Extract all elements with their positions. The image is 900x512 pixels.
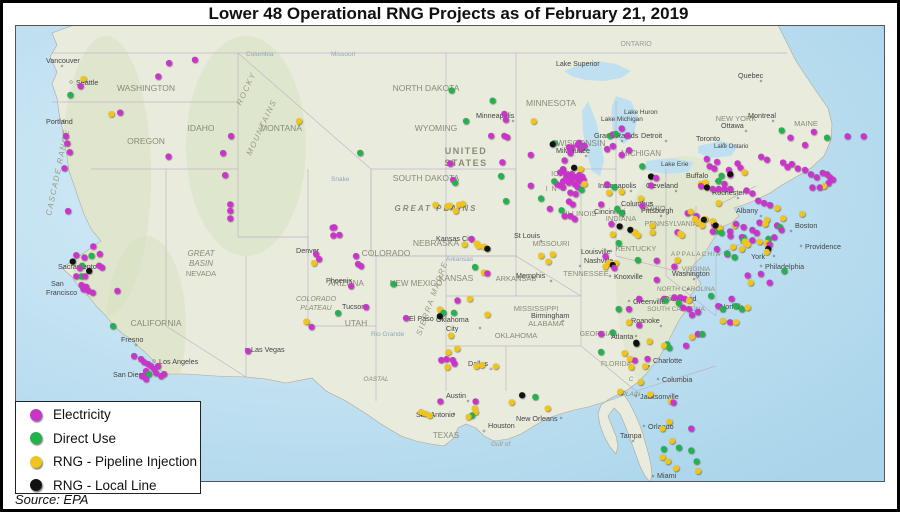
svg-text:COLORADO: COLORADO (296, 296, 337, 303)
svg-text:UNITED: UNITED (445, 146, 488, 156)
svg-text:St Louis: St Louis (514, 231, 540, 240)
svg-text:Knoxville: Knoxville (614, 272, 643, 281)
svg-text:NORTH CAROLINA: NORTH CAROLINA (657, 286, 716, 293)
svg-text:ONTARIO: ONTARIO (620, 41, 652, 48)
svg-text:MAINE: MAINE (794, 119, 818, 128)
svg-text:PLAIN: PLAIN (622, 391, 641, 398)
svg-text:Snake: Snake (331, 176, 350, 183)
svg-text:Toronto: Toronto (696, 134, 720, 143)
svg-text:Albany: Albany (736, 206, 758, 215)
svg-text:Memphis: Memphis (516, 271, 546, 280)
svg-text:OREGON: OREGON (127, 136, 165, 146)
svg-text:Vancouver: Vancouver (46, 56, 80, 65)
svg-text:Francisco: Francisco (46, 288, 77, 297)
svg-text:City: City (446, 324, 459, 333)
svg-text:UTAH: UTAH (345, 318, 368, 328)
svg-text:Ottawa: Ottawa (721, 121, 744, 130)
svg-text:Los Angeles: Los Angeles (159, 357, 199, 366)
svg-text:BASIN: BASIN (189, 259, 213, 268)
svg-text:Lake Ontario: Lake Ontario (714, 144, 749, 150)
svg-text:New Orleans: New Orleans (516, 414, 558, 423)
svg-text:Arkansas: Arkansas (446, 256, 474, 263)
svg-text:Lake Superior: Lake Superior (556, 61, 600, 68)
svg-text:GREAT: GREAT (188, 249, 216, 258)
svg-text:Fresno: Fresno (121, 335, 143, 344)
svg-text:El Paso: El Paso (409, 314, 434, 323)
svg-text:FLORIDA: FLORIDA (601, 361, 632, 368)
svg-text:Buffalo: Buffalo (686, 171, 708, 180)
svg-text:CALIFORNIA: CALIFORNIA (130, 318, 181, 328)
svg-text:Houston: Houston (488, 421, 515, 430)
svg-text:SOUTH DAKOTA: SOUTH DAKOTA (393, 173, 460, 183)
svg-text:APPALACHIA: APPALACHIA (671, 251, 721, 258)
svg-text:Gulf of: Gulf of (491, 441, 511, 448)
svg-text:Miami: Miami (657, 471, 677, 480)
svg-text:Providence: Providence (805, 242, 841, 251)
svg-text:IDAHO: IDAHO (188, 123, 215, 133)
svg-text:Detroit: Detroit (641, 131, 662, 140)
svg-text:TENNESSEE: TENNESSEE (563, 269, 608, 278)
svg-text:Tampa: Tampa (620, 431, 642, 440)
svg-text:MINNESOTA: MINNESOTA (526, 98, 576, 108)
svg-text:Indianapolis: Indianapolis (598, 181, 637, 190)
svg-text:ALABAMA: ALABAMA (528, 319, 563, 328)
svg-text:WASHINGTON: WASHINGTON (117, 83, 175, 93)
svg-text:Charlotte: Charlotte (653, 356, 682, 365)
svg-text:KENTUCKY: KENTUCKY (616, 244, 657, 253)
svg-text:Columbia: Columbia (662, 375, 692, 384)
svg-text:Boston: Boston (795, 221, 817, 230)
svg-text:Las Vegas: Las Vegas (251, 345, 285, 354)
svg-text:GEORGIA: GEORGIA (580, 331, 613, 338)
svg-text:MISSOURI: MISSOURI (532, 239, 569, 248)
svg-text:Montreal: Montreal (748, 111, 776, 120)
svg-text:York: York (751, 252, 766, 261)
svg-text:Birmingham: Birmingham (531, 311, 569, 320)
svg-text:Lake Huron: Lake Huron (624, 109, 658, 116)
svg-text:NEVADA: NEVADA (186, 269, 216, 278)
svg-text:Portland: Portland (46, 117, 73, 126)
svg-text:Lake Michigan: Lake Michigan (601, 116, 643, 123)
svg-text:TEXAS: TEXAS (433, 431, 459, 440)
svg-text:Missouri: Missouri (331, 51, 355, 58)
svg-text:PLATEAU: PLATEAU (300, 305, 332, 312)
svg-text:OKLAHOMA: OKLAHOMA (495, 331, 538, 340)
svg-text:Columbus: Columbus (621, 199, 654, 208)
svg-text:Austin: Austin (446, 391, 466, 400)
svg-text:Tucson: Tucson (342, 302, 365, 311)
svg-text:Columbia: Columbia (246, 51, 274, 58)
svg-text:Rio Grande: Rio Grande (371, 331, 405, 338)
svg-text:Roanoke: Roanoke (631, 316, 660, 325)
svg-text:Phoenix: Phoenix (326, 276, 352, 285)
svg-text:COLORADO: COLORADO (362, 248, 411, 258)
svg-text:Quebec: Quebec (738, 71, 764, 80)
svg-text:Washington: Washington (672, 269, 710, 278)
svg-text:San: San (51, 279, 64, 288)
svg-text:Lake Erie: Lake Erie (661, 161, 689, 168)
svg-text:Minneapolis: Minneapolis (476, 111, 515, 120)
svg-text:WYOMING: WYOMING (415, 123, 458, 133)
